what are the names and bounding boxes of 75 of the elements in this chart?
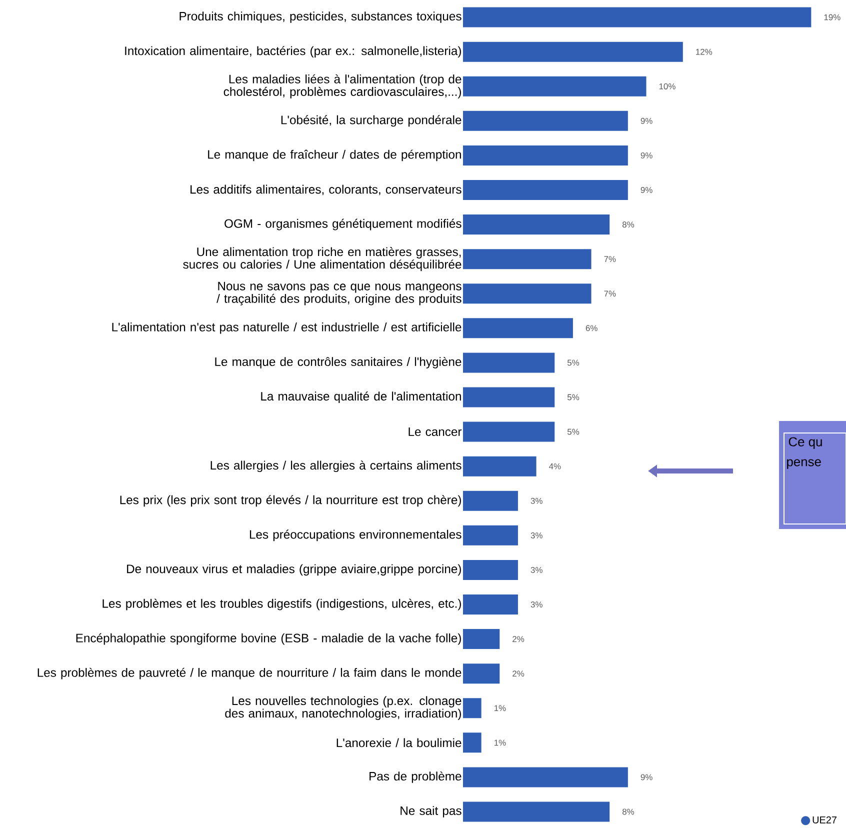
bar — [463, 145, 628, 166]
data-label: 1% — [494, 740, 506, 746]
y-tick-label: Le manque de contrôles sanitaires / l'hygiène — [215, 356, 462, 368]
y-tick-label: Le cancer — [408, 428, 462, 436]
bar — [463, 180, 628, 200]
bar — [463, 560, 518, 580]
data-label: 7% — [604, 256, 616, 262]
y-tick-label: Les allergies / les allergies à certains aliments — [210, 460, 462, 472]
data-label: 2% — [512, 670, 524, 677]
y-tick-label: L'anorexie / la boulimie — [336, 738, 462, 748]
bar — [463, 594, 518, 614]
data-label: 3% — [530, 601, 542, 608]
y-tick-label: Les nouvelles technologies (p.ex. clonage des animaux, nanotechnologies, irradiation) — [225, 696, 462, 720]
annotation: pense — [787, 459, 821, 469]
y-tick-label: Les préoccupations environnementales — [250, 530, 462, 542]
data-label: 9% — [640, 152, 652, 158]
y-tick-label: De nouveaux virus et maladies (grippe aviaire,grippe porcine) — [127, 564, 461, 576]
y-tick-label: Produits chimiques, pesticides, substances toxiques — [180, 12, 462, 23]
y-tick-label: La mauvaise qualité de l'alimentation — [261, 391, 461, 403]
y-tick-label: Les prix (les prix sont trop élevés / la nourriture est trop chère) — [120, 495, 461, 507]
y-tick-label: Nous ne savons pas ce que nous mangeons / traçabilité des produits, origine des produits — [216, 282, 462, 306]
bar — [463, 802, 610, 822]
bar — [463, 7, 812, 28]
y-tick-label: Les problèmes et les troubles digestifs (indigestions, ulcères, etc.) — [102, 598, 461, 610]
annotation: Ce qu — [788, 437, 822, 449]
y-tick-label: Une alimentation trop riche en matières grasses, sucres ou calories / Une alimentation déséquilibrée — [183, 247, 462, 272]
y-tick-label: L'alimentation n'est pas naturelle / est industrielle / est artificielle — [112, 322, 462, 334]
y-tick-label: Encéphalopathie spongiforme bovine (ESB - maladie de la vache folle) — [76, 633, 461, 645]
data-label: 10% — [659, 83, 676, 90]
bar — [463, 284, 592, 304]
y-tick-label: Intoxication alimentaire, bactéries (par ex.: salmonelle,listeria) — [125, 46, 461, 58]
data-label: 8% — [622, 222, 634, 228]
y-tick-label: Le manque de fraîcheur / dates de péremption — [208, 150, 461, 162]
bar — [463, 490, 518, 511]
data-label: 5% — [567, 394, 580, 400]
data-label: 4% — [549, 463, 561, 470]
legend-label: UE27 — [812, 816, 836, 824]
y-tick-label: OGM - organismes génétiquement modifiés — [224, 218, 462, 230]
data-label: 3% — [530, 498, 542, 504]
data-label: 1% — [494, 705, 506, 712]
data-label: 9% — [640, 774, 652, 780]
data-label: 9% — [640, 186, 652, 193]
bar — [463, 698, 482, 718]
bar — [463, 767, 628, 788]
bar — [463, 629, 500, 650]
y-tick-label: Les problèmes de pauvreté / le manque de nourriture / la faim dans le monde — [38, 668, 462, 680]
y-tick-label: Pas de problème — [370, 771, 462, 783]
data-label: 12% — [696, 48, 712, 55]
bar — [463, 387, 555, 408]
y-tick-label: Les additifs alimentaires, colorants, conservateurs — [190, 184, 462, 196]
data-label: 6% — [586, 325, 598, 332]
y-tick-label: Ne sait pas — [400, 806, 462, 818]
data-label: 3% — [530, 532, 542, 538]
bar — [463, 214, 610, 235]
bar — [463, 664, 500, 684]
bar — [463, 42, 683, 62]
bar — [463, 110, 628, 131]
y-tick-label: L'obésité, la surcharge pondérale — [281, 115, 462, 127]
y-tick-label: Les maladies liées à l'alimentation (trop de cholestérol, problèmes cardiovasculaires,...) — [224, 74, 462, 98]
data-label: 5% — [567, 428, 580, 435]
data-label: 9% — [640, 118, 652, 124]
data-label: 3% — [530, 566, 542, 573]
bar — [463, 249, 592, 270]
data-label: 7% — [604, 290, 616, 297]
bar — [463, 318, 573, 338]
bar — [463, 525, 518, 546]
bar — [463, 732, 482, 753]
bar — [463, 422, 555, 442]
data-label: 5% — [567, 360, 580, 366]
data-label: 2% — [512, 636, 524, 642]
bar — [463, 352, 555, 373]
data-label: 8% — [622, 808, 634, 815]
data-label: 19% — [824, 14, 840, 20]
bar — [463, 456, 536, 476]
bar — [463, 76, 646, 96]
